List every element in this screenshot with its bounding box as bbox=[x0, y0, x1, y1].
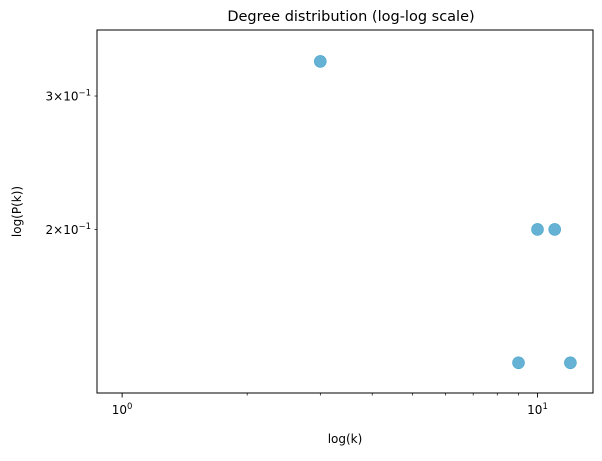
x-axis-label: log(k) bbox=[328, 432, 363, 446]
chart-title: Degree distribution (log-log scale) bbox=[227, 9, 474, 25]
y-axis-label: log(P(k)) bbox=[10, 186, 24, 237]
plot-points bbox=[313, 55, 577, 370]
x-tick-label: 101 bbox=[527, 402, 548, 417]
y-tick-label: 3×10−1 bbox=[46, 89, 92, 104]
x-axis-ticks: 100 101 bbox=[112, 393, 548, 417]
y-tick-label: 2×10−1 bbox=[46, 222, 92, 237]
data-point bbox=[531, 223, 544, 236]
data-point bbox=[512, 356, 525, 370]
y-axis-ticks: 3×10−1 2×10−1 bbox=[46, 89, 97, 237]
x-tick-label: 100 bbox=[112, 402, 133, 417]
data-point bbox=[548, 223, 562, 236]
data-point bbox=[564, 356, 577, 370]
data-point bbox=[313, 55, 327, 68]
plot-area bbox=[96, 29, 594, 394]
